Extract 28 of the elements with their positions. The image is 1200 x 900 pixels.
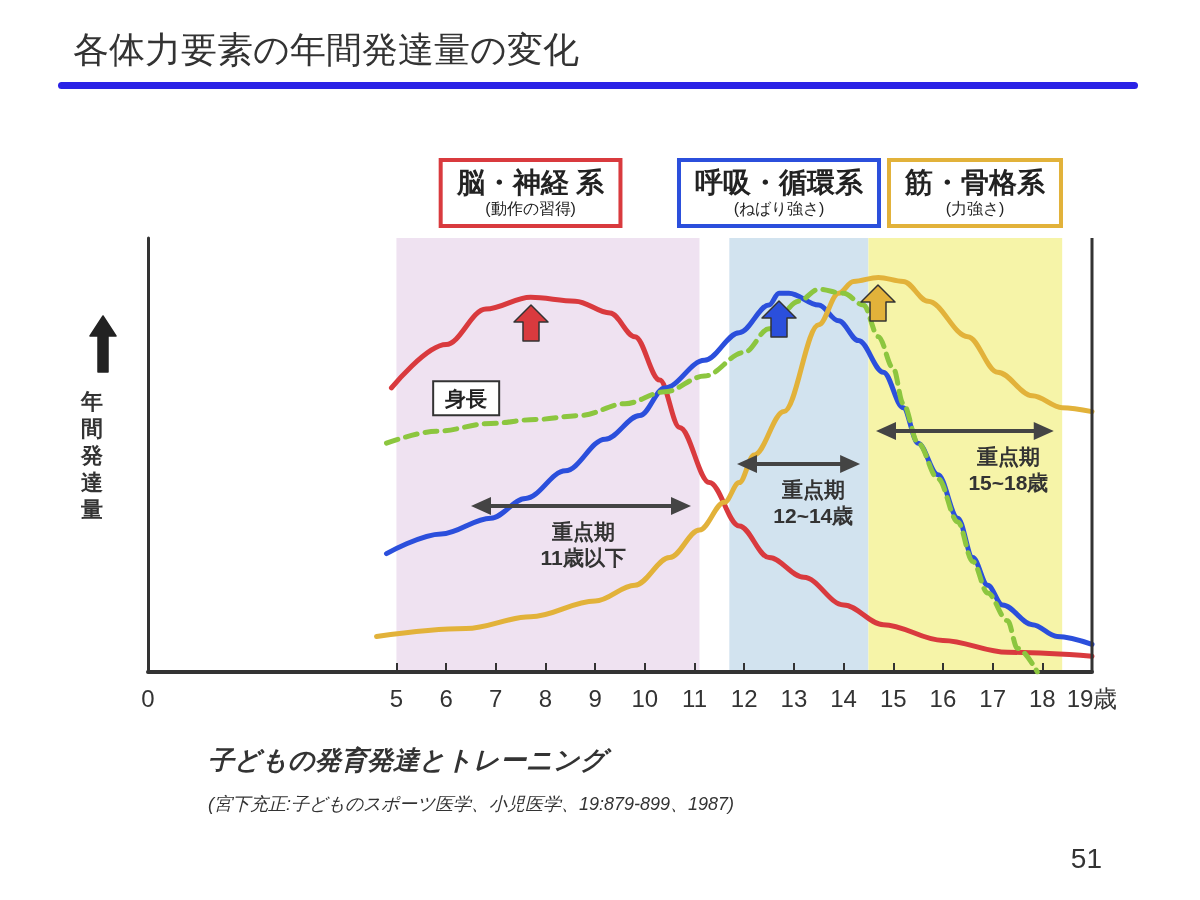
x-tick-label: 7 bbox=[489, 684, 503, 712]
x-tick-label: 19歳 bbox=[1066, 684, 1118, 712]
x-tick-label: 8 bbox=[538, 684, 553, 712]
text: 呼吸・循環系 (ねばり強さ) bbox=[694, 166, 864, 217]
x-tick-label: 10 bbox=[631, 684, 659, 712]
x-tick-label: 5 bbox=[389, 684, 404, 712]
y-axis-title: 年間発達量 bbox=[80, 388, 103, 522]
band-label: 重点期 12~14歳 bbox=[773, 477, 854, 527]
series-label: 身長 bbox=[444, 386, 488, 410]
x-tick-label: 9 bbox=[588, 684, 602, 712]
x-tick-label: 17 bbox=[979, 684, 1006, 712]
x-tick-label: 15 bbox=[879, 684, 907, 712]
chart-title: 各体力要素の年間発達量の変化 bbox=[73, 28, 579, 70]
band-label: 重点期 15~18歳 bbox=[968, 444, 1049, 494]
x-tick-label: 12 bbox=[730, 684, 758, 712]
x-tick-label: 13 bbox=[780, 684, 808, 712]
text: 脳・神経 系 (動作の習得) bbox=[455, 166, 606, 217]
x-tick-label: 14 bbox=[830, 684, 857, 712]
text: (宮下充正:子どものスポーツ医学、小児医学、19:879-899、1987) bbox=[208, 794, 735, 814]
band-label: 重点期 11歳以下 bbox=[540, 519, 626, 569]
text: 筋・骨格系 (力強さ) bbox=[903, 166, 1046, 217]
x-tick-label: 11 bbox=[682, 684, 707, 712]
text: 子どもの発育発達とトレーニング bbox=[208, 745, 612, 775]
x-tick-label: 18 bbox=[1028, 684, 1056, 712]
x-tick-label: 16 bbox=[929, 684, 957, 712]
x-tick-label: 6 bbox=[439, 684, 453, 712]
x-tick-label: 0 bbox=[141, 684, 155, 712]
text: 51 bbox=[1070, 842, 1102, 874]
